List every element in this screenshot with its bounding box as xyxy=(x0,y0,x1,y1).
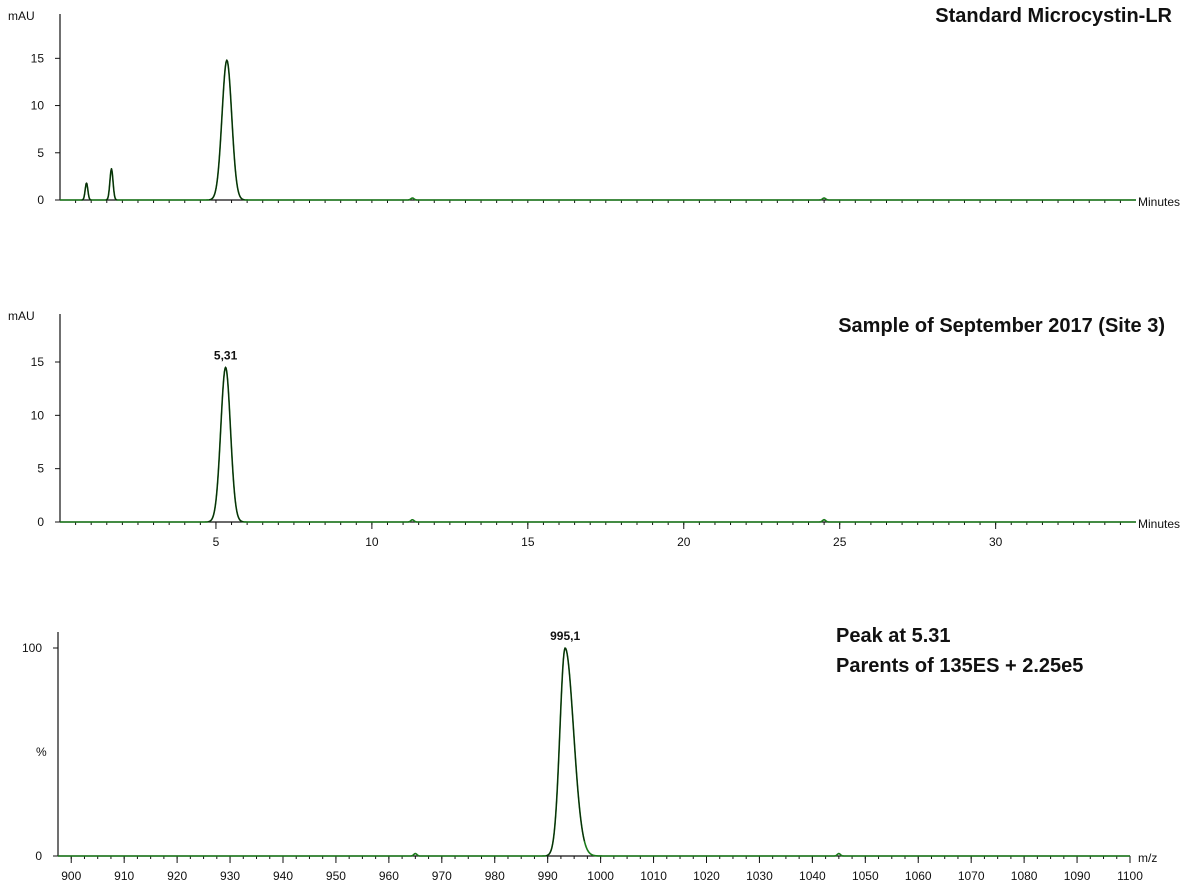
peak-mark xyxy=(545,646,586,857)
x-tick-label: 940 xyxy=(273,869,293,883)
x-axis-label: Minutes xyxy=(1138,517,1180,531)
chart-title-line: Peak at 5.31 xyxy=(836,625,951,647)
x-tick-label: 1030 xyxy=(746,869,773,883)
y-tick-label: 15 xyxy=(31,355,45,369)
series-trace xyxy=(59,366,1137,523)
x-axis-label: Minutes xyxy=(1138,195,1180,209)
x-tick-label: 980 xyxy=(485,869,505,883)
x-tick-label: 15 xyxy=(521,535,535,549)
y-tick-label: 5 xyxy=(37,462,44,476)
x-tick-label: 20 xyxy=(677,535,691,549)
y-axis-label: mAU xyxy=(8,9,35,23)
chart-panel-2: mAU 0 5 10 15 5 10 15 20 25 30 Minutes Sample of Sep… xyxy=(8,309,1180,549)
x-tick-label: 960 xyxy=(379,869,399,883)
chart-title-line: Parents of 135ES + 2.25e5 xyxy=(836,655,1083,677)
chart-title: Sample of September 2017 (Site 3) xyxy=(838,315,1165,337)
peak-mark xyxy=(81,182,92,201)
y-tick-label: 10 xyxy=(31,408,45,422)
x-tick-label: 1040 xyxy=(799,869,826,883)
y-tick-label: 0 xyxy=(37,515,44,529)
peak-mark xyxy=(208,59,245,201)
peak-mark xyxy=(207,366,244,523)
x-tick-label: 25 xyxy=(833,535,847,549)
x-tick-label: 1050 xyxy=(852,869,879,883)
x-tick-label: 990 xyxy=(538,869,558,883)
x-tick-label: 950 xyxy=(326,869,346,883)
series-trace xyxy=(57,647,1131,857)
y-tick-label: 10 xyxy=(31,99,45,113)
x-tick-label: 1020 xyxy=(693,869,720,883)
chart-title: Standard Microcystin-LR xyxy=(935,5,1172,27)
peak-label: 5,31 xyxy=(214,348,238,362)
y-tick-label: 0 xyxy=(35,849,42,863)
y-tick-label: 5 xyxy=(37,146,44,160)
y-axis-label: % xyxy=(36,745,47,759)
x-tick-label: 910 xyxy=(114,869,134,883)
x-tick-label: 920 xyxy=(167,869,187,883)
x-tick-label: 1010 xyxy=(640,869,667,883)
x-tick-label: 1100 xyxy=(1117,869,1143,883)
x-tick-label: 1000 xyxy=(587,869,614,883)
x-tick-label: 1070 xyxy=(958,869,985,883)
x-tick-label: 1060 xyxy=(905,869,932,883)
y-tick-label: 100 xyxy=(22,641,42,655)
x-tick-label: 30 xyxy=(989,535,1003,549)
x-tick-label: 1080 xyxy=(1011,869,1038,883)
x-tick-label: 10 xyxy=(365,535,379,549)
x-axis-label: m/z xyxy=(1138,851,1157,865)
y-tick-label: 15 xyxy=(31,51,45,65)
x-tick-label: 1090 xyxy=(1064,869,1091,883)
y-axis-label: mAU xyxy=(8,309,35,323)
y-tick-label: 0 xyxy=(37,193,44,207)
chart-panel-1: mAU 0 5 10 15 Minutes Standard Microcystin-LR xyxy=(8,5,1180,209)
x-tick-label: 930 xyxy=(220,869,240,883)
peak-mark xyxy=(105,167,118,201)
peak-label: 995,1 xyxy=(550,629,580,643)
x-tick-label: 900 xyxy=(61,869,81,883)
chart-panel-3: % 0 100 900 910 920 930 940 950 960 970 980 990 1000 1… xyxy=(22,625,1157,883)
x-tick-label: 970 xyxy=(432,869,452,883)
x-tick-label: 5 xyxy=(213,535,220,549)
